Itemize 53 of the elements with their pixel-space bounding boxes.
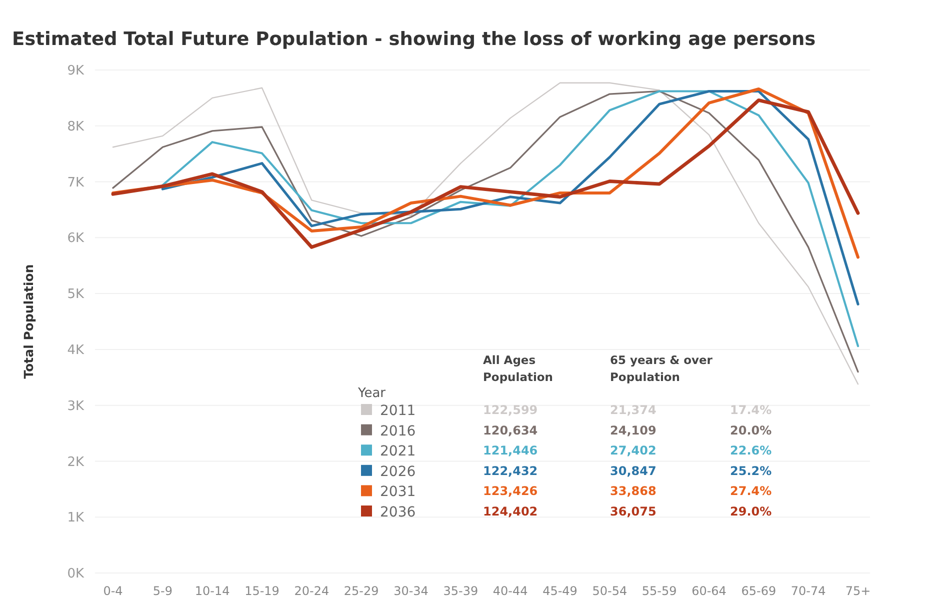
x-tick-label: 45-49 <box>542 584 578 598</box>
x-tick-label: 30-34 <box>394 584 428 598</box>
chart-title: Estimated Total Future Population - showing the loss of working age persons <box>12 29 816 50</box>
annotation: All Ages Population <box>483 353 553 384</box>
annotation: 123,426 <box>483 484 538 498</box>
annotation: 25.2% <box>730 464 772 478</box>
line-series <box>162 90 860 348</box>
x-tick-label: 15-19 <box>244 584 280 598</box>
legend-label: 2031 <box>380 484 416 500</box>
x-tick-label: 60-64 <box>692 584 726 598</box>
y-tick-label: 9K <box>67 64 84 79</box>
y-tick-label: 0K <box>67 566 84 582</box>
y-axis-title: Total Population <box>21 264 36 379</box>
annotation: 27,402 <box>610 444 656 458</box>
y-tick-label: 1K <box>67 510 84 526</box>
legend-label: 2011 <box>380 403 416 419</box>
x-tick-label: 40-44 <box>492 584 528 598</box>
x-tick-label: 10-14 <box>194 584 230 598</box>
legend-label: 2036 <box>380 504 416 520</box>
x-tick-label: 25-29 <box>344 584 379 598</box>
annotation: 36,075 <box>610 504 656 518</box>
x-tick-label: 50-54 <box>592 584 628 598</box>
annotation: 121,446 <box>483 444 538 458</box>
annotation: 29.0% <box>730 504 772 518</box>
annotation: 120,634 <box>483 423 538 438</box>
legend-label: 2016 <box>380 423 416 440</box>
x-tick-label: 20-24 <box>294 584 330 598</box>
y-tick-label: 2K <box>67 454 84 470</box>
legend-label: 2026 <box>380 464 416 480</box>
annotation: 124,402 <box>483 504 538 518</box>
annotation: 20.0% <box>730 423 772 438</box>
legend-label: 2021 <box>380 444 416 460</box>
x-tick-label: 55-59 <box>642 584 677 598</box>
x-tick-label: 75+ <box>845 584 871 598</box>
x-tick-label: 65-69 <box>741 584 776 598</box>
y-tick-label: 6K <box>67 231 84 246</box>
annotation: 27.4% <box>730 484 772 498</box>
legend-title: Year <box>357 386 386 401</box>
y-tick-label: 8K <box>67 119 84 134</box>
annotation: 65 years & over Population <box>610 353 713 384</box>
y-tick-label: 3K <box>67 398 84 414</box>
annotation: 30,847 <box>610 464 656 478</box>
annotation: 33,868 <box>610 484 656 498</box>
x-tick-label: 35-39 <box>443 584 478 598</box>
x-tick-label: 70-74 <box>790 584 826 598</box>
y-tick-label: 4K <box>67 342 84 358</box>
x-tick-label: 0-4 <box>103 584 123 598</box>
annotation: 24,109 <box>610 423 656 438</box>
x-tick-label: 5-9 <box>152 584 172 598</box>
y-tick-label: 5K <box>67 287 84 302</box>
annotation: 22.6% <box>730 444 772 458</box>
y-tick-label: 7K <box>67 175 84 190</box>
annotation: 122,432 <box>483 464 538 478</box>
